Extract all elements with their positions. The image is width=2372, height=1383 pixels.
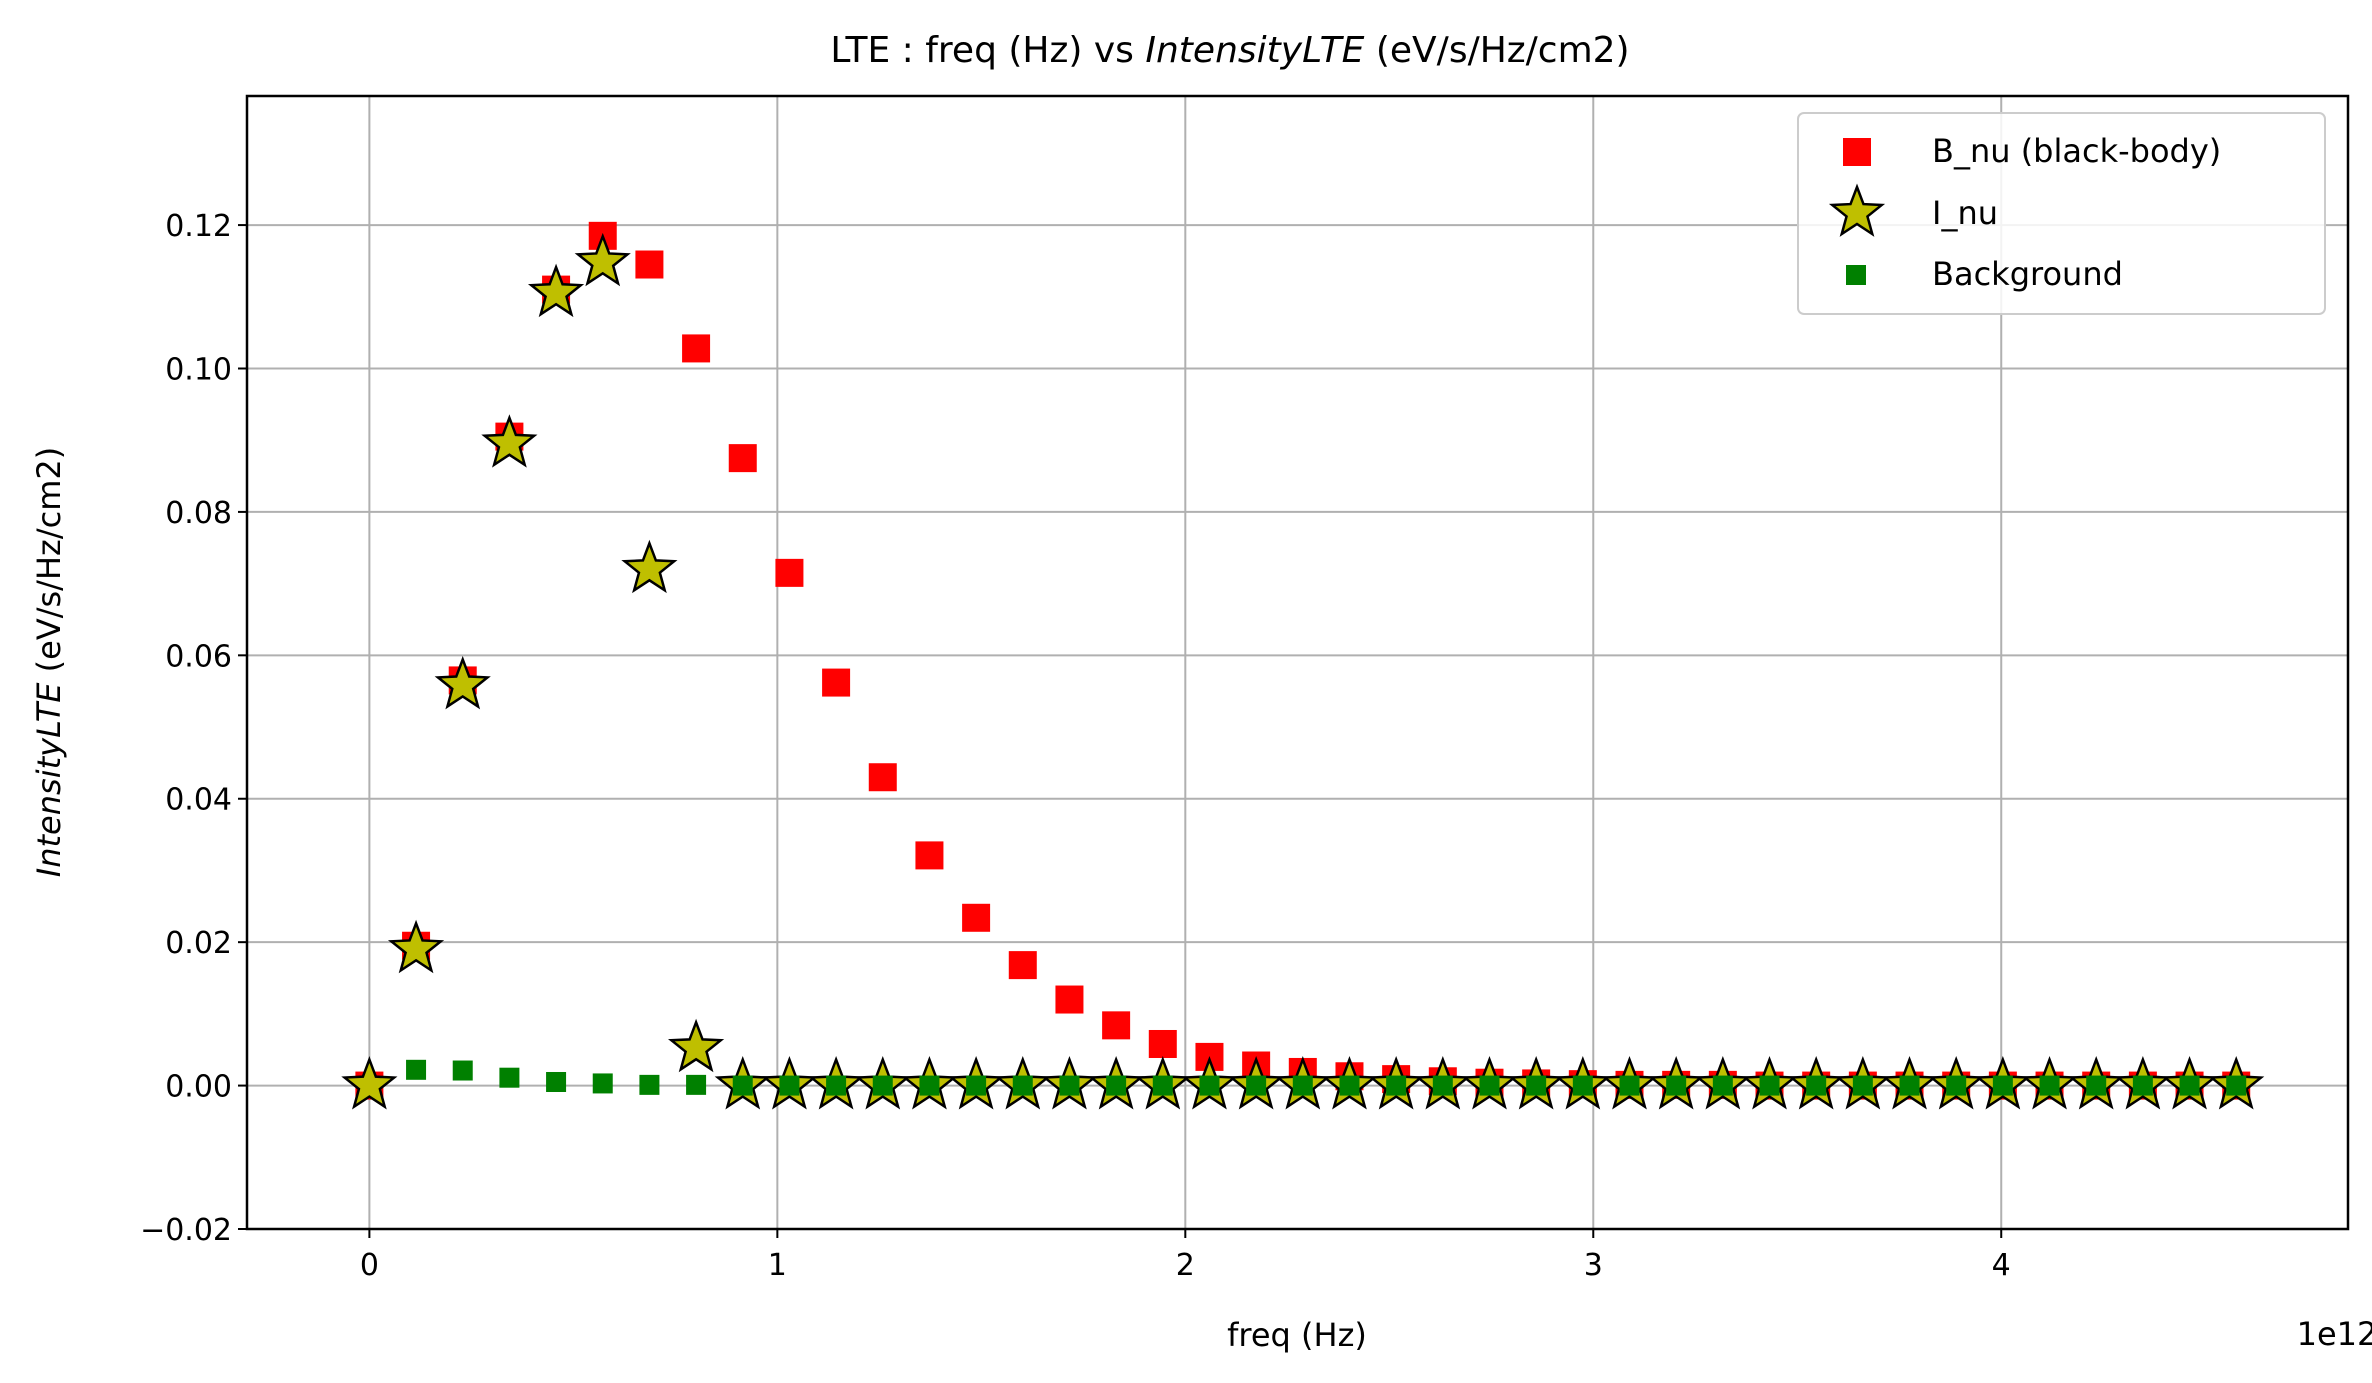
chart-title-italic: IntensityLTE bbox=[1145, 30, 1364, 71]
bnu-point bbox=[962, 903, 991, 932]
x-tick-label: 0 bbox=[360, 1248, 379, 1283]
chart-title-prefix: LTE : freq (Hz) vs bbox=[830, 30, 1145, 71]
background-point-overlay bbox=[919, 1075, 940, 1096]
background-point-overlay bbox=[1479, 1075, 1500, 1096]
legend-frame bbox=[1797, 112, 2326, 315]
inu-point bbox=[341, 1056, 398, 1110]
y-tick-label: 0.12 bbox=[165, 209, 232, 244]
background-point-overlay bbox=[1992, 1075, 2013, 1096]
background-point-overlay bbox=[1899, 1075, 1920, 1096]
bnu-point bbox=[1055, 985, 1084, 1014]
y-tick-label: 0.06 bbox=[165, 639, 232, 674]
background-point bbox=[592, 1073, 613, 1094]
x-tick-label: 3 bbox=[1584, 1248, 1603, 1283]
y-axis-ticks: −0.02 0.00 0.02 0.04 0.06 0.08 0.10 0.12 bbox=[140, 209, 247, 1248]
axes-frame bbox=[245, 94, 2350, 1231]
bnu-point bbox=[1008, 951, 1037, 980]
y-tick-label: 0.02 bbox=[165, 926, 232, 961]
background-point bbox=[452, 1060, 473, 1081]
inu-point bbox=[667, 1018, 725, 1073]
y-axis-label: IntensityLTE (eV/s/Hz/cm2) bbox=[30, 447, 68, 877]
x-axis-ticks: 0 1 2 3 4 bbox=[360, 1229, 2011, 1283]
background-point-overlay bbox=[1946, 1075, 1967, 1096]
bnu-point bbox=[1148, 1029, 1177, 1058]
background-point-overlay bbox=[872, 1075, 893, 1096]
background-point bbox=[686, 1074, 707, 1095]
background-point bbox=[546, 1071, 567, 1092]
y-axis-label-italic: IntensityLTE bbox=[30, 682, 68, 877]
bnu-point bbox=[868, 763, 897, 792]
background-point-overlay bbox=[1759, 1075, 1780, 1096]
background-point-overlay bbox=[1059, 1075, 1080, 1096]
legend-label-inu: I_nu bbox=[1932, 194, 1998, 232]
background-point bbox=[639, 1074, 660, 1095]
background-point-overlay bbox=[2132, 1075, 2153, 1096]
y-tick-label: 0.08 bbox=[165, 496, 232, 531]
bnu-point bbox=[775, 558, 804, 587]
background-point-overlay bbox=[1292, 1075, 1313, 1096]
y-tick-label: −0.02 bbox=[140, 1213, 232, 1248]
bnu-point bbox=[1102, 1011, 1131, 1040]
background-point bbox=[499, 1067, 520, 1088]
bnu-point bbox=[822, 668, 851, 697]
background-point-overlay bbox=[1152, 1075, 1173, 1096]
background-point-overlay bbox=[1012, 1075, 1033, 1096]
background-point bbox=[406, 1059, 427, 1080]
bnu-point bbox=[728, 444, 757, 473]
background-point-overlay bbox=[732, 1075, 753, 1096]
background-point-overlay bbox=[1339, 1075, 1360, 1096]
series-inu bbox=[341, 232, 2265, 1110]
background-point-overlay bbox=[1619, 1075, 1640, 1096]
background-point-overlay bbox=[1106, 1075, 1127, 1096]
background-point-overlay bbox=[2226, 1075, 2247, 1096]
inu-point bbox=[434, 655, 491, 710]
background-point-overlay bbox=[2039, 1075, 2060, 1096]
y-tick-label: 0.00 bbox=[165, 1070, 232, 1105]
background-point-overlay bbox=[1712, 1075, 1733, 1096]
background-point-overlay bbox=[1572, 1075, 1593, 1096]
y-tick-label: 0.10 bbox=[165, 352, 232, 387]
x-tick-label: 4 bbox=[1992, 1248, 2011, 1283]
chart-title: LTE : freq (Hz) vs IntensityLTE (eV/s/Hz… bbox=[830, 30, 1629, 71]
background-point-overlay bbox=[1526, 1075, 1547, 1096]
background-point-overlay bbox=[966, 1075, 987, 1096]
legend: B_nu (black-body) I_nu Background bbox=[1797, 112, 2326, 315]
background-point-overlay bbox=[1246, 1075, 1267, 1096]
bnu-point bbox=[635, 250, 664, 279]
inu-point bbox=[387, 919, 445, 974]
x-axis-offset-label: 1e12 bbox=[2297, 1315, 2372, 1353]
background-point-overlay bbox=[779, 1075, 800, 1096]
inu-point bbox=[527, 263, 585, 318]
legend-label-background: Background bbox=[1932, 255, 2123, 293]
background-point-overlay bbox=[1432, 1075, 1453, 1096]
bnu-point bbox=[682, 334, 711, 363]
legend-marker-inu-star-icon bbox=[1828, 183, 1886, 237]
plot-area bbox=[341, 221, 2265, 1110]
legend-marker-background bbox=[1846, 265, 1866, 285]
chart-title-suffix: (eV/s/Hz/cm2) bbox=[1364, 30, 1629, 71]
bnu-point bbox=[915, 841, 944, 870]
background-point-overlay bbox=[2086, 1075, 2107, 1096]
inu-point bbox=[574, 232, 631, 287]
background-point-overlay bbox=[1852, 1075, 1873, 1096]
background-point-overlay bbox=[1199, 1075, 1220, 1096]
x-tick-label: 1 bbox=[768, 1248, 787, 1283]
inu-point bbox=[621, 539, 678, 594]
background-point-overlay bbox=[1806, 1075, 1827, 1096]
x-axis-label: freq (Hz) bbox=[1227, 1316, 1367, 1354]
background-point-overlay bbox=[1666, 1075, 1687, 1096]
inu-point bbox=[481, 414, 538, 468]
background-point-overlay bbox=[826, 1075, 847, 1096]
y-axis-label-suffix: (eV/s/Hz/cm2) bbox=[30, 447, 68, 683]
legend-label-bnu: B_nu (black-body) bbox=[1932, 132, 2221, 170]
background-point-overlay bbox=[2179, 1075, 2200, 1096]
legend-marker-bnu bbox=[1843, 138, 1871, 166]
x-tick-label: 2 bbox=[1176, 1248, 1195, 1283]
background-point-overlay bbox=[1386, 1075, 1407, 1096]
y-tick-label: 0.04 bbox=[165, 783, 232, 818]
